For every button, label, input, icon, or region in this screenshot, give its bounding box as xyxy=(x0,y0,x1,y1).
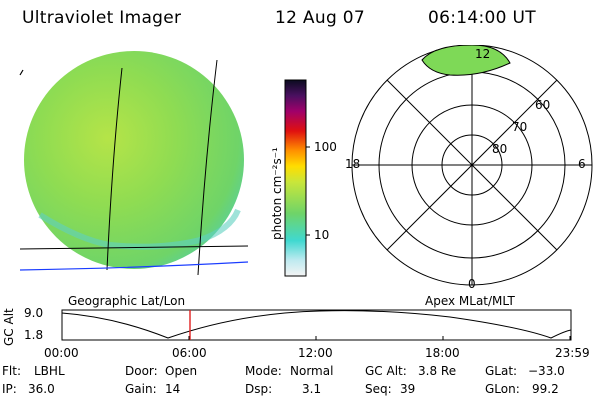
meridian-line-1 xyxy=(106,67,123,271)
earth-disk xyxy=(24,51,244,269)
glat-value: −33.0 xyxy=(528,364,565,378)
ip-label: IP: xyxy=(2,382,17,396)
mlt-label-18: 18 xyxy=(345,157,361,171)
gain-label: Gain: xyxy=(125,382,157,396)
latitude-line xyxy=(19,245,249,250)
altitude-frame xyxy=(61,309,572,341)
polar-plot[interactable] xyxy=(340,45,600,290)
date-label: 12 Aug 07 xyxy=(275,8,365,28)
mlt-label-6: 6 xyxy=(578,157,586,171)
altitude-curve xyxy=(61,310,572,339)
app-title: Ultraviolet Imager xyxy=(22,8,182,28)
colorbar-tick-10: 10 xyxy=(314,228,330,242)
colorbar-tick-100: 100 xyxy=(314,140,337,154)
glon-label: GLon: xyxy=(485,382,520,396)
seq-value: 39 xyxy=(400,382,416,396)
glon-value: 99.2 xyxy=(532,382,559,396)
mlat-label-60: 60 xyxy=(535,98,551,112)
disk-edge-glow xyxy=(38,208,241,250)
altitude-ylabel: GC Alt xyxy=(2,308,16,346)
geographic-caption: Geographic Lat/Lon xyxy=(68,294,186,308)
lon-tick xyxy=(19,69,24,76)
altitude-xtick-2359: 23:59 xyxy=(555,346,590,360)
door-value: Open xyxy=(165,364,198,378)
gcalt-label: GC Alt: xyxy=(365,364,407,378)
door-label: Door: xyxy=(125,364,158,378)
colorbar xyxy=(284,79,310,277)
aurora-patch xyxy=(421,45,511,76)
mode-value: Normal xyxy=(290,364,334,378)
glat-label: GLat: xyxy=(485,364,518,378)
gain-value: 14 xyxy=(165,382,181,396)
gcalt-value: 3.8 Re xyxy=(418,364,457,378)
altitude-ymin: 1.8 xyxy=(24,328,44,342)
dsp-value: 3.1 xyxy=(302,382,322,396)
flt-value: LBHL xyxy=(34,364,65,378)
time-label: 06:14:00 UT xyxy=(428,8,536,28)
apex-caption: Apex MLat/MLT xyxy=(425,294,515,308)
seq-label: Seq: xyxy=(365,382,392,396)
ip-value: 36.0 xyxy=(28,382,55,396)
mode-label: Mode: xyxy=(245,364,282,378)
colorbar-unit-label: photon cm⁻²s⁻¹ xyxy=(270,147,284,240)
mlt-label-12: 12 xyxy=(475,47,491,61)
mlat-label-70: 70 xyxy=(512,120,528,134)
mlt-label-0: 0 xyxy=(468,277,476,291)
altitude-plot[interactable] xyxy=(0,305,600,347)
altitude-xtick-0000: 00:00 xyxy=(44,346,79,360)
mlt-diagonal-2 xyxy=(386,79,558,251)
altitude-xtick-1800: 18:00 xyxy=(425,346,460,360)
mlat-label-80: 80 xyxy=(492,142,508,156)
dsp-label: Dsp: xyxy=(245,382,273,396)
horizon-line xyxy=(19,261,249,271)
geographic-image[interactable] xyxy=(0,40,270,285)
flt-label: Flt: xyxy=(2,364,21,378)
altitude-ymax: 9.0 xyxy=(24,306,44,320)
altitude-xtick-1200: 12:00 xyxy=(298,346,333,360)
altitude-xtick-0600: 06:00 xyxy=(172,346,207,360)
